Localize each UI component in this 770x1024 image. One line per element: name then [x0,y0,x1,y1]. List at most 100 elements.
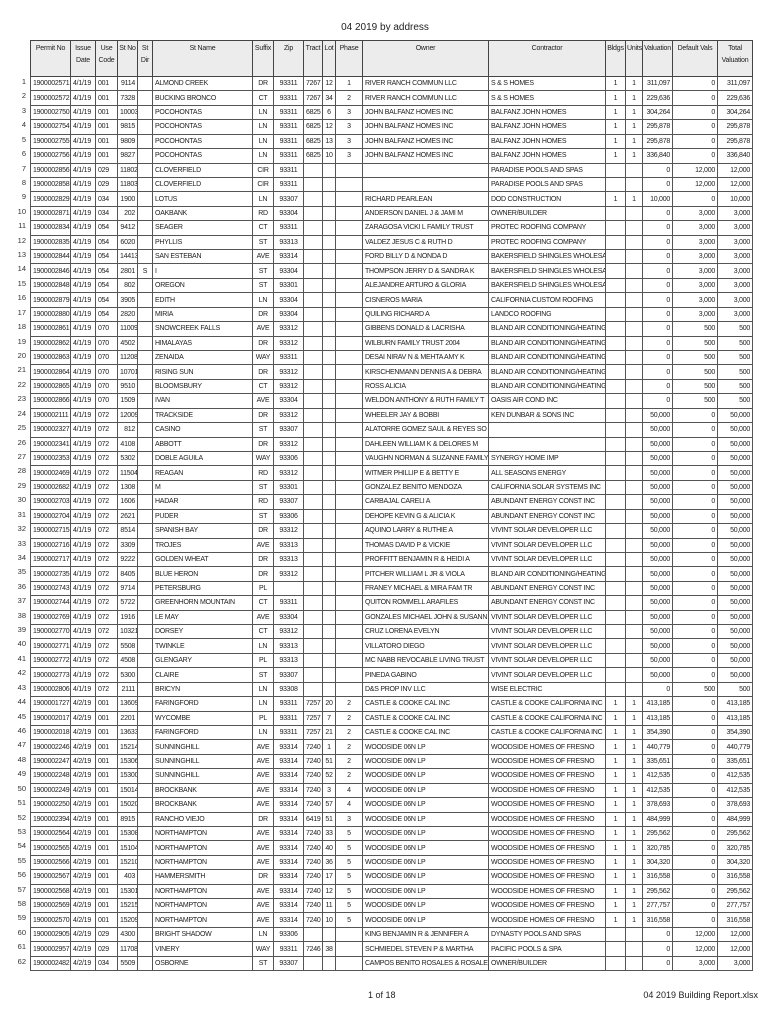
cell-phase [335,350,363,366]
cell-st-name: HAMMERSMITH [152,869,253,885]
cell-st-dir [137,652,153,669]
table-row: 1900002717 4/1/19 072 9222 GOLDEN WHEAT DR 933… [30,551,753,568]
cell-phase [335,393,363,409]
cell-units [625,479,643,496]
cell-lot [322,609,336,626]
cell-phase: 2 [335,696,363,712]
cell-bldgs [605,335,626,352]
cell-owner: CRUZ LORENA EVELYN [362,624,489,640]
cell-permit-no: 1900002806 [30,681,71,698]
cell-st-dir [137,710,153,726]
cell-units: 1 [625,811,643,827]
cell-default-vals: 0 [672,133,718,150]
row-number: 9 [21,192,26,202]
cell-st-name: TROJES [152,537,253,553]
cell-units: 1 [625,90,643,106]
row-number: 16 [17,293,26,303]
cell-units [625,523,643,539]
cell-st-dir [137,148,153,164]
cell-zip: 93311 [273,119,304,135]
cell-phase [335,609,363,626]
cell-use-code: 001 [95,825,118,842]
cell-issue-date: 4/1/19 [70,479,96,496]
cell-st-no: 4508 [117,652,138,669]
cell-tract [303,537,323,553]
cell-st-no: 11802 [117,162,138,178]
cell-tract [303,566,323,582]
cell-contractor: CASTLE & COOKE CALIFORNIA INC [488,710,606,726]
cell-st-name: LOTUS [152,191,253,207]
cell-default-vals: 3,000 [672,263,718,279]
cell-st-dir [137,176,153,193]
cell-contractor: BALFANZ JOHN HOMES [488,148,606,164]
cell-valuation: 229,636 [642,90,673,106]
cell-lot [322,249,336,265]
cell-units [625,941,643,957]
cell-suffix: DR [252,436,274,452]
cell-owner: GONZALEZ BENITO MENDOZA [362,479,489,496]
cell-permit-no: 1900002856 [30,162,71,178]
cell-bldgs [605,609,626,626]
cell-permit-no: 1900002249 [30,782,71,799]
cell-st-no: 1900 [117,191,138,207]
cell-total-valuation: 12,000 [717,941,753,957]
cell-issue-date: 4/1/19 [70,234,96,251]
cell-tract: 7246 [303,941,323,957]
cell-owner: DAHLEEN WILLIAM K & DELORES M [362,436,489,452]
cell-lot: 21 [322,724,336,741]
cell-use-code: 001 [95,782,118,799]
cell-owner: GONZALES MICHAEL JOHN & SUSANN [362,609,489,626]
cell-tract [303,162,323,178]
header-zip: Zip [273,40,304,77]
cell-contractor: PARADISE POOLS AND SPAS [488,162,606,178]
cell-units: 1 [625,898,643,914]
cell-permit-no: 1900002769 [30,609,71,626]
cell-use-code: 001 [95,797,118,813]
table-row: 1900002394 4/2/19 001 8915 RANCHO VIEJO DR 933… [30,811,753,827]
cell-tract [303,263,323,279]
cell-default-vals: 0 [672,436,718,452]
cell-units: 1 [625,840,643,856]
cell-phase [335,580,363,597]
cell-issue-date: 4/1/19 [70,75,96,92]
row-number: 46 [17,725,26,735]
table-row: 1900002735 4/1/19 072 8405 BLUE HERON DR 93312… [30,566,753,582]
cell-issue-date: 4/1/19 [70,681,96,698]
cell-bldgs [605,306,626,323]
cell-zip: 93304 [273,393,304,409]
cell-zip: 93311 [273,176,304,193]
cell-contractor: OWNER/BUILDER [488,205,606,222]
cell-total-valuation: 3,000 [717,234,753,251]
cell-default-vals: 0 [672,883,718,900]
cell-total-valuation: 311,097 [717,75,753,92]
cell-bldgs [605,941,626,957]
cell-use-code: 054 [95,234,118,251]
cell-suffix: DR [252,566,274,582]
cell-zip: 93314 [273,739,304,755]
cell-phase: 2 [335,768,363,784]
cell-st-dir [137,75,153,92]
cell-st-dir [137,422,153,438]
cell-st-name: BLUE HERON [152,566,253,582]
cell-zip: 93312 [273,321,304,337]
cell-valuation: 50,000 [642,667,673,683]
cell-phase [335,263,363,279]
cell-st-name: GLENGARY [152,652,253,669]
cell-bldgs: 1 [605,797,626,813]
cell-units: 1 [625,133,643,150]
cell-zip: 93301 [273,479,304,496]
cell-contractor: BAKERSFIELD SHINGLES WHOLESALE [488,277,606,294]
cell-lot [322,436,336,452]
cell-st-no: 15104 [117,840,138,856]
cell-owner: PITCHER WILLIAM L JR & VIOLA [362,566,489,582]
cell-st-name: CASINO [152,422,253,438]
cell-issue-date: 4/2/19 [70,782,96,799]
cell-valuation: 50,000 [642,652,673,669]
cell-contractor: VIVINT SOLAR DEVELOPER LLC [488,551,606,568]
cell-st-dir [137,191,153,207]
cell-total-valuation: 413,185 [717,710,753,726]
cell-tract [303,436,323,452]
cell-phase [335,450,363,467]
cell-permit-no: 1900002743 [30,580,71,597]
cell-default-vals: 12,000 [672,926,718,943]
